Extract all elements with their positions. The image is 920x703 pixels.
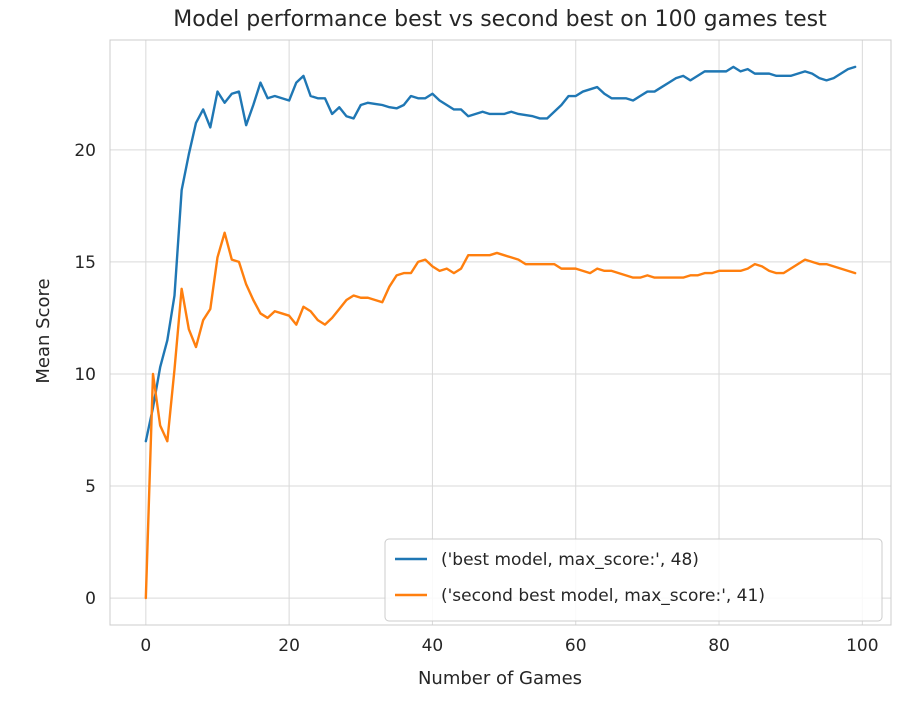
chart-title: Model performance best vs second best on… (173, 7, 827, 32)
series-layer (144, 65, 857, 600)
y-tick-label: 10 (74, 365, 96, 385)
x-axis-label: Number of Games (418, 668, 582, 689)
series-line-1 (144, 65, 857, 443)
y-tick-label: 5 (85, 477, 96, 497)
x-tick-label: 20 (278, 636, 300, 656)
x-tick-label: 80 (708, 636, 730, 656)
x-tick-label: 40 (422, 636, 444, 656)
grid (110, 40, 891, 625)
y-tick-label: 0 (85, 589, 96, 609)
y-tick-label: 20 (74, 141, 96, 161)
x-tick-label: 60 (565, 636, 587, 656)
x-tick-label: 0 (140, 636, 151, 656)
y-tick-label: 15 (74, 253, 96, 273)
plot-area (109, 39, 892, 626)
legend-box (384, 538, 883, 622)
legend-label-2: ('second best model, max_score:', 41) (441, 586, 765, 606)
series-line-2 (144, 231, 857, 600)
legend: ('best model, max_score:', 48) ('second b… (384, 538, 883, 622)
x-tick-labels: 0 20 40 60 80 100 (140, 636, 878, 656)
y-tick-labels: 0 5 10 15 20 (74, 141, 96, 609)
legend-label-1: ('best model, max_score:', 48) (441, 550, 699, 570)
x-tick-label: 100 (846, 636, 878, 656)
y-axis-label: Mean Score (33, 278, 54, 383)
